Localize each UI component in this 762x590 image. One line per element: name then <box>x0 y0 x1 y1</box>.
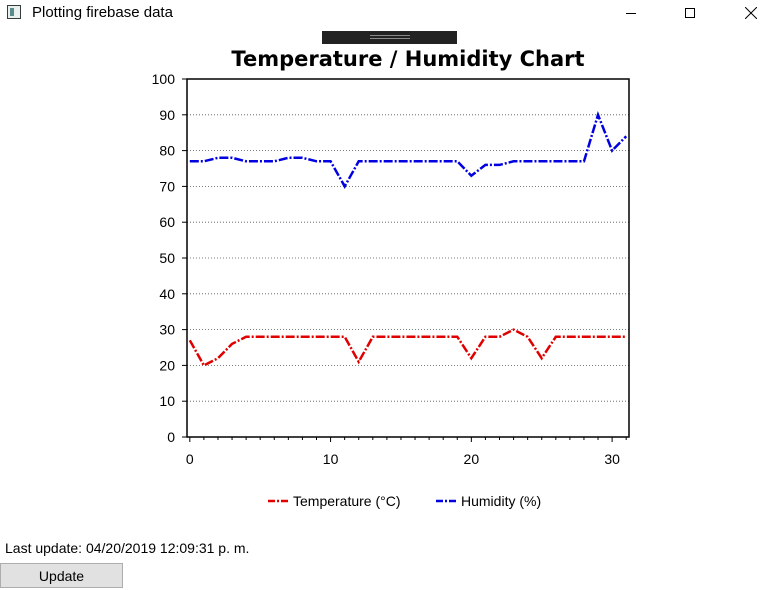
y-tick-label: 40 <box>159 286 175 302</box>
x-axis: 0 10 20 30 <box>186 437 627 467</box>
x-tick-label: 20 <box>464 451 480 467</box>
maximize-button[interactable] <box>667 0 713 26</box>
y-tick-label: 100 <box>152 71 176 87</box>
y-tick-label: 50 <box>159 250 175 266</box>
plot-area-border <box>186 78 630 438</box>
temperature-humidity-chart: Temperature / Humidity Chart 0 10 20 30 40 50… <box>152 47 630 509</box>
maximize-icon <box>685 8 695 18</box>
humidity-line <box>189 110 628 189</box>
update-button[interactable]: Update <box>0 563 123 588</box>
legend-label: Temperature (°C) <box>293 493 401 509</box>
app-window-icon <box>7 5 21 19</box>
y-tick-label: 0 <box>167 429 175 445</box>
temperature-line <box>188 328 627 368</box>
y-tick-label: 10 <box>159 393 175 409</box>
x-tick-label: 0 <box>186 451 194 467</box>
x-tick-label: 10 <box>323 451 339 467</box>
minimize-button[interactable] <box>608 0 654 26</box>
last-update-label: Last update: 04/20/2019 12:09:31 p. m. <box>5 540 250 556</box>
y-tick-label: 70 <box>159 178 175 194</box>
series-group <box>188 110 628 368</box>
title-bar: Plotting firebase data <box>0 0 762 26</box>
y-tick-label: 90 <box>159 107 175 123</box>
window-title: Plotting firebase data <box>32 4 173 21</box>
x-tick-label: 30 <box>604 451 620 467</box>
y-tick-label: 20 <box>159 357 175 373</box>
legend: Temperature (°C) Humidity (%) <box>268 493 541 509</box>
close-button[interactable] <box>728 0 762 26</box>
gridlines <box>187 114 629 402</box>
y-tick-label: 80 <box>159 143 175 159</box>
toolbar-grip[interactable] <box>322 31 457 44</box>
chart-title: Temperature / Humidity Chart <box>231 47 584 71</box>
minimize-icon <box>626 12 636 14</box>
y-axis: 0 10 20 30 40 50 60 70 80 90 100 <box>152 71 187 445</box>
y-tick-label: 30 <box>159 322 175 338</box>
close-icon <box>745 7 757 19</box>
y-tick-label: 60 <box>159 214 175 230</box>
legend-label: Humidity (%) <box>461 493 541 509</box>
